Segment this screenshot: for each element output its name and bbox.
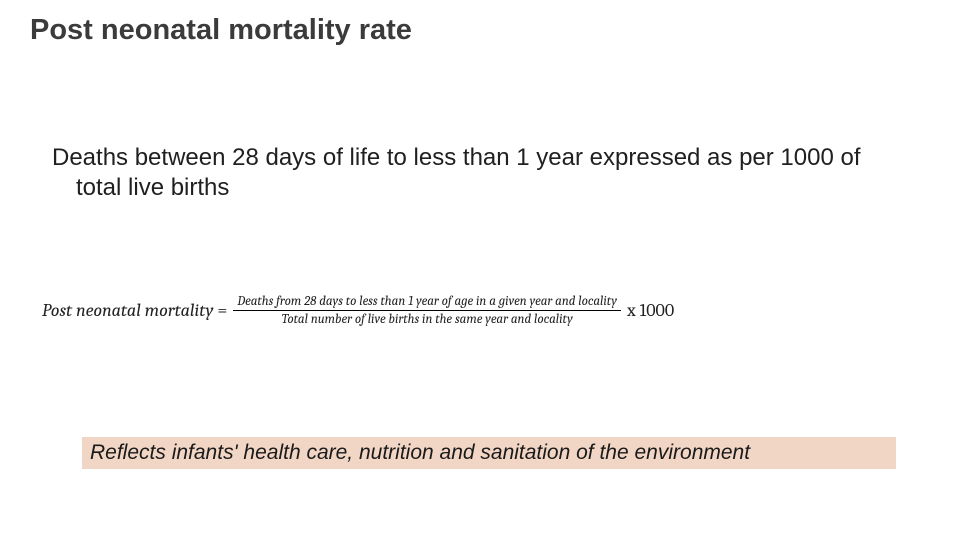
highlight-note: Reflects infants' health care, nutrition… (82, 437, 896, 469)
formula-lhs: Post neonatal mortality (42, 300, 213, 321)
formula-multiplier: x 1000 (627, 300, 674, 321)
slide-description: Deaths between 28 days of life to less t… (52, 143, 902, 203)
slide-container: Post neonatal mortality rate Deaths betw… (0, 0, 958, 540)
formula-numerator: Deaths from 28 days to less than 1 year … (233, 294, 621, 311)
formula: Post neonatal mortality = Deaths from 28… (42, 294, 674, 327)
formula-equals: = (217, 300, 227, 321)
formula-fraction: Deaths from 28 days to less than 1 year … (233, 294, 621, 327)
slide-title: Post neonatal mortality rate (30, 14, 412, 47)
formula-denominator: Total number of live births in the same … (278, 311, 577, 327)
